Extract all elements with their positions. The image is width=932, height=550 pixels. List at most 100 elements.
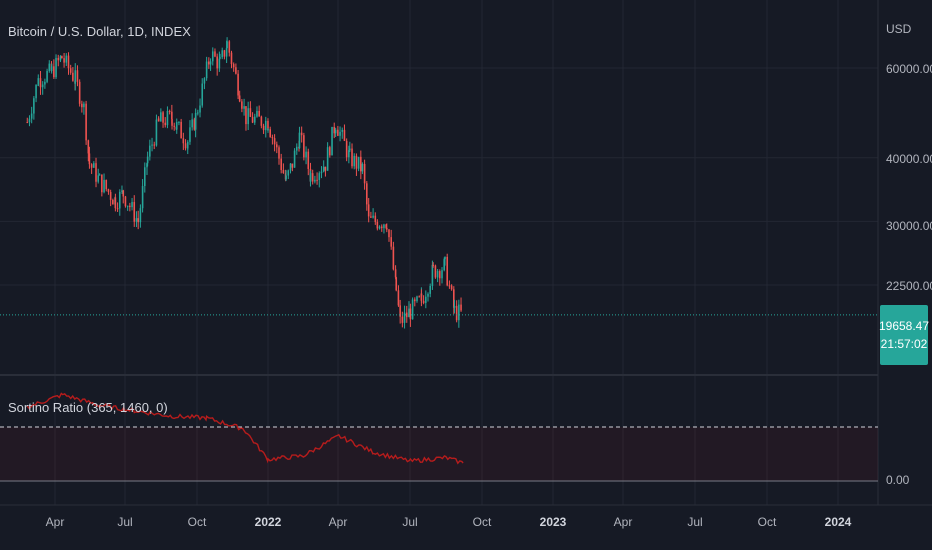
candle-body bbox=[26, 122, 29, 124]
candle-body bbox=[408, 308, 410, 318]
candle-body bbox=[267, 129, 269, 131]
candle-body bbox=[397, 290, 400, 306]
candle-body bbox=[98, 174, 101, 176]
candle-body bbox=[69, 68, 72, 73]
candle-body bbox=[67, 55, 70, 69]
candlestick-series bbox=[26, 37, 462, 329]
time-tick-label: Oct bbox=[757, 515, 777, 529]
candle-body bbox=[41, 84, 44, 88]
candle-countdown: 21:57:02 bbox=[880, 337, 928, 351]
candle-body bbox=[221, 50, 224, 58]
candle-body bbox=[403, 312, 406, 323]
candle-body bbox=[394, 269, 397, 278]
candle-body bbox=[374, 215, 377, 222]
candle-body bbox=[458, 304, 460, 321]
candle-body bbox=[141, 186, 144, 209]
candle-body bbox=[245, 106, 247, 125]
time-tick-label: Jul bbox=[402, 515, 418, 529]
candle-body bbox=[351, 148, 353, 167]
candle-body bbox=[422, 300, 425, 303]
candle-body bbox=[241, 101, 243, 109]
candle-body bbox=[329, 147, 331, 156]
candle-body bbox=[307, 151, 310, 169]
candle-body bbox=[35, 84, 37, 99]
candle-body bbox=[376, 221, 379, 229]
candle-body bbox=[247, 108, 249, 125]
candle-body bbox=[370, 216, 372, 218]
time-tick-label: Jul bbox=[687, 515, 703, 529]
candle-body bbox=[173, 125, 176, 127]
candle-body bbox=[267, 120, 269, 131]
candle-body bbox=[383, 224, 385, 229]
candle-body bbox=[194, 112, 197, 130]
candle-body bbox=[262, 125, 265, 131]
candle-body bbox=[260, 116, 263, 126]
indicator-fill-band bbox=[0, 427, 878, 481]
candle-body bbox=[81, 103, 83, 108]
time-tick-label: Oct bbox=[472, 515, 492, 529]
candle-body bbox=[392, 246, 395, 270]
candle-body bbox=[59, 56, 62, 61]
candle-body bbox=[37, 78, 40, 85]
candle-body bbox=[271, 137, 274, 139]
candle-body bbox=[258, 110, 260, 117]
candle-body bbox=[289, 163, 292, 171]
candle-body bbox=[230, 52, 233, 65]
candle-body bbox=[160, 112, 162, 122]
candle-body bbox=[149, 145, 151, 157]
candle-body bbox=[238, 95, 241, 102]
candle-body bbox=[333, 126, 336, 134]
candle-body bbox=[432, 264, 435, 266]
candle-body bbox=[180, 121, 182, 139]
candle-body bbox=[269, 129, 271, 138]
candle-body bbox=[249, 108, 252, 117]
candle-body bbox=[453, 305, 456, 308]
candle-body bbox=[345, 140, 348, 158]
candle-body bbox=[178, 121, 180, 123]
candle-body bbox=[55, 57, 57, 78]
candle-body bbox=[65, 55, 68, 63]
candle-body bbox=[455, 305, 458, 321]
candle-body bbox=[72, 72, 74, 81]
candle-body bbox=[395, 277, 398, 291]
candle-body bbox=[418, 296, 420, 298]
candle-body bbox=[107, 189, 110, 193]
candle-body bbox=[349, 148, 351, 151]
candle-body bbox=[95, 163, 97, 182]
candle-body bbox=[353, 155, 356, 167]
candle-body bbox=[434, 265, 437, 278]
indicator-title: Sortino Ratio (365, 1460, 0) bbox=[8, 400, 168, 415]
candle-body bbox=[219, 57, 221, 59]
candle-body bbox=[114, 197, 117, 209]
candle-body bbox=[331, 126, 333, 156]
candle-body bbox=[460, 304, 462, 311]
candle-body bbox=[303, 135, 305, 158]
candle-body bbox=[50, 66, 53, 71]
candle-body bbox=[276, 144, 278, 148]
candle-body bbox=[372, 215, 374, 218]
candle-body bbox=[48, 63, 51, 71]
candle-body bbox=[182, 138, 185, 144]
candle-body bbox=[363, 163, 366, 184]
candle-body bbox=[243, 106, 245, 109]
candle-body bbox=[214, 51, 216, 57]
time-tick-label: Apr bbox=[45, 515, 65, 529]
candle-body bbox=[76, 70, 79, 82]
candle-body bbox=[226, 41, 228, 49]
price-tick-label: 60000.00 bbox=[886, 62, 932, 76]
candle-body bbox=[273, 138, 276, 145]
last-price-badge: 19658.47 21:57:02 bbox=[879, 305, 929, 365]
candle-body bbox=[448, 285, 451, 287]
candle-body bbox=[324, 166, 327, 171]
candle-body bbox=[366, 183, 368, 205]
candle-body bbox=[237, 73, 239, 96]
candle-body bbox=[355, 155, 358, 169]
candle-body bbox=[197, 112, 199, 114]
candle-body bbox=[126, 205, 129, 207]
candle-body bbox=[399, 305, 401, 317]
candle-body bbox=[90, 164, 93, 168]
candle-body bbox=[425, 296, 427, 303]
candle-body bbox=[85, 103, 87, 141]
candle-body bbox=[443, 259, 446, 271]
